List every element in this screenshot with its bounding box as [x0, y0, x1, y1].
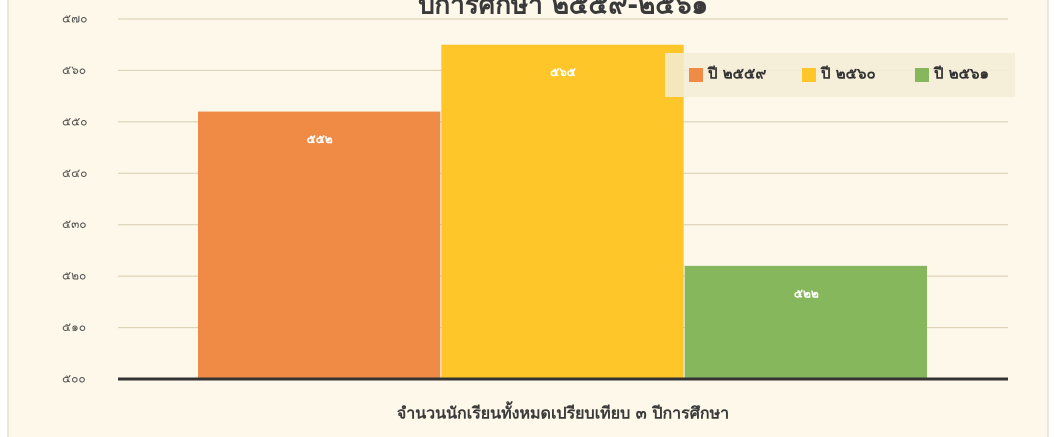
- legend-label: ปี ๒๕๕๙: [707, 65, 766, 83]
- y-tick-label: ๕๐๐: [62, 372, 86, 386]
- data-label: ๕๒๒: [794, 286, 819, 300]
- legend-label: ปี ๒๕๖๑: [933, 65, 989, 83]
- y-tick-label: ๕๑๐: [62, 320, 86, 334]
- y-tick-label: ๕๖๐: [62, 63, 86, 77]
- legend-label: ปี ๒๕๖๐: [820, 65, 876, 83]
- bar: [684, 265, 927, 379]
- y-tick-label: ๕๗๐: [62, 12, 87, 26]
- y-tick-label: ๕๒๐: [62, 269, 86, 283]
- chart-title: ปีการศึกษา ๒๕๕๙-๒๕๖๑: [417, 0, 708, 21]
- bar: [198, 111, 441, 380]
- data-label: ๕๖๕: [550, 65, 576, 79]
- data-label: ๕๕๒: [307, 132, 333, 146]
- x-axis-title: จำนวนนักเรียนทั้งหมดเปรียบเทียบ ๓ ปีการศ…: [397, 401, 729, 423]
- y-tick-label: ๕๓๐: [62, 217, 87, 231]
- legend-swatch: [689, 68, 703, 82]
- legend-swatch: [915, 68, 929, 82]
- legend-swatch: [802, 68, 816, 82]
- legend-box: [665, 53, 1015, 97]
- y-tick-label: ๕๔๐: [62, 166, 88, 180]
- y-tick-label: ๕๕๐: [62, 114, 88, 128]
- bar: [441, 44, 684, 379]
